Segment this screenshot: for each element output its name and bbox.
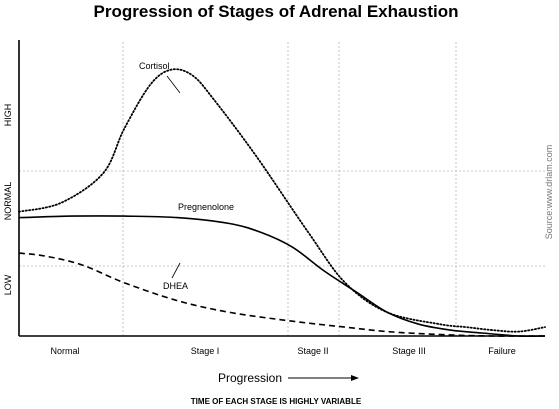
annotation-dhea: DHEA xyxy=(163,262,188,291)
cortisol-leader xyxy=(166,75,181,94)
dhea-label: DHEA xyxy=(163,281,188,291)
pregnenolone-label: Pregnenolone xyxy=(178,202,234,212)
x-tick-label: Stage II xyxy=(297,346,328,356)
x-tick-label: Stage III xyxy=(392,346,426,356)
dhea-leader xyxy=(171,262,181,279)
y-level-labels: LOW NORMAL HIGH xyxy=(3,104,13,296)
series-layer xyxy=(18,68,546,338)
footnote: TIME OF EACH STAGE IS HIGHLY VARIABLE xyxy=(191,397,362,406)
x-axis-label: Progression xyxy=(218,371,282,385)
annotation-cortisol: Cortisol xyxy=(139,61,181,94)
y-level-label: NORMAL xyxy=(3,182,13,221)
x-tick-label: Stage I xyxy=(191,346,220,356)
cortisol-label: Cortisol xyxy=(139,61,170,71)
series-line-pregnenolone xyxy=(18,215,546,338)
series-line-dhea xyxy=(18,252,546,337)
axes xyxy=(18,40,545,337)
source-credit: Source:www.drlam.com xyxy=(544,145,554,240)
annotation-pregnenolone: Pregnenolone xyxy=(178,202,234,212)
y-level-label: HIGH xyxy=(3,104,13,127)
x-tick-labels: Normal Stage I Stage II Stage III Failure xyxy=(50,346,515,356)
y-level-label: LOW xyxy=(3,274,13,295)
x-tick-label: Failure xyxy=(488,346,516,356)
series-line-cortisol xyxy=(18,68,546,333)
grid-lines xyxy=(19,42,545,336)
chart-title: Progression of Stages of Adrenal Exhaust… xyxy=(94,2,459,21)
x-tick-label: Normal xyxy=(50,346,79,356)
